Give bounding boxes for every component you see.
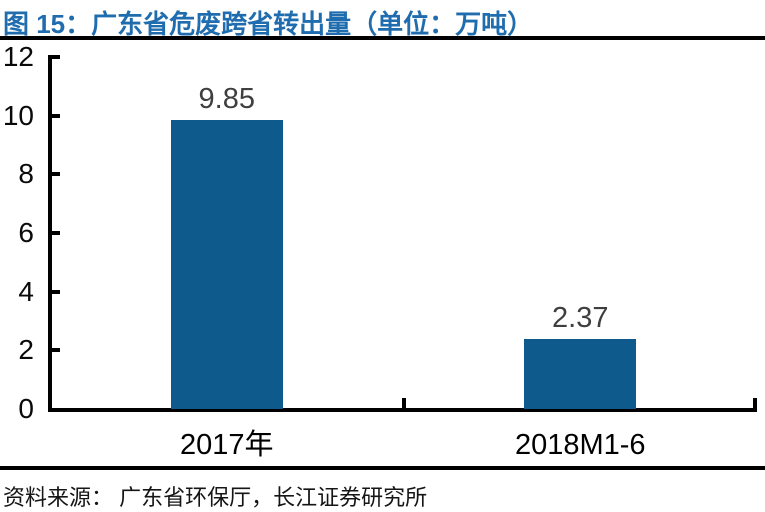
footer-divider [0,466,765,470]
y-axis-tick-mark [52,113,60,118]
title-divider [0,36,765,40]
x-axis-category-label: 2018M1-6 [514,429,646,461]
y-axis-tick-label: 12 [2,41,34,72]
bar-value-label: 9.85 [198,83,255,116]
y-axis-tick-mark [52,172,60,177]
y-axis-tick-label: 2 [18,334,34,366]
bar [170,120,283,409]
y-axis-tick-label: 10 [2,99,34,131]
y-axis-tick-label: 8 [18,158,34,190]
x-axis-line [48,408,757,412]
bar [524,339,637,409]
y-axis-tick-label: 4 [18,275,34,307]
y-axis-tick-mark [52,289,60,294]
x-axis-tick-mark [753,398,757,408]
y-axis-tick-mark [52,231,60,235]
x-axis-tick-mark [401,398,406,408]
bar-value-label: 2.37 [552,302,609,335]
y-axis-tick-label: 0 [18,393,34,424]
figure-title: 图 15：广东省危废跨省转出量（单位：万吨） [3,9,534,39]
x-axis-category-label: 2017年 [179,429,274,461]
y-axis-tick-mark [52,348,60,353]
y-axis-line [48,55,52,412]
y-axis-tick-label: 6 [18,217,34,248]
source-note: 资料来源： 广东省环保厅，长江证券研究所 [3,485,428,510]
y-axis-tick-mark [52,55,60,59]
